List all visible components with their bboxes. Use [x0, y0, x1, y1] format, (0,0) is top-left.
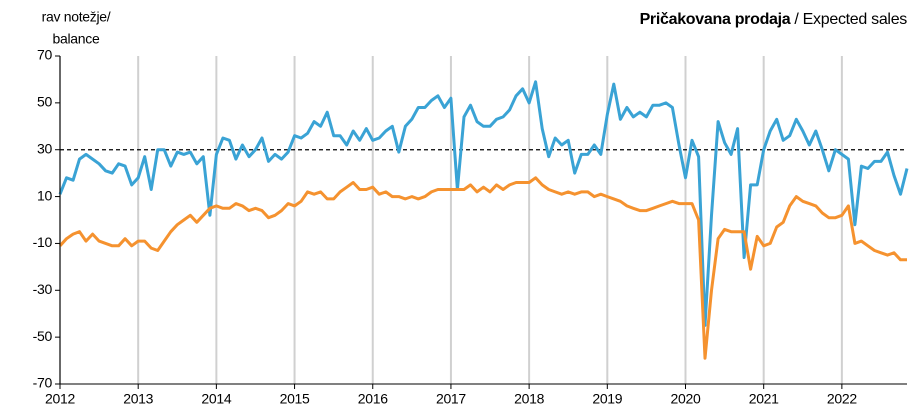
- y-tick-label: 70: [37, 47, 52, 63]
- x-tick-label: 2017: [436, 391, 466, 407]
- y-axis-label: rav notežje/: [42, 9, 111, 25]
- x-tick-label: 2020: [671, 391, 701, 407]
- x-tick-label: 2013: [123, 391, 153, 407]
- y-tick-label: -70: [33, 375, 53, 391]
- x-tick-label: 2022: [827, 391, 857, 407]
- y-axis-label: balance: [53, 31, 100, 47]
- y-tick-label: -10: [33, 234, 53, 250]
- y-tick-label: 30: [37, 140, 52, 156]
- x-tick-label: 2012: [45, 391, 75, 407]
- y-tick-label: -30: [33, 281, 53, 297]
- title-en: / Expected sales: [794, 11, 907, 28]
- x-tick-label: 2019: [592, 391, 622, 407]
- x-tick-label: 2015: [280, 391, 310, 407]
- y-tick-label: -50: [33, 328, 53, 344]
- x-tick-label: 2018: [514, 391, 544, 407]
- title-sl: Pričakovana prodaja: [640, 11, 791, 28]
- x-tick-label: 2016: [358, 391, 388, 407]
- y-tick-label: 10: [37, 187, 52, 203]
- series-line: [58, 176, 907, 360]
- x-tick-label: 2014: [201, 391, 231, 407]
- chart-title: Pričakovana prodaja / Expected sales: [640, 11, 908, 28]
- y-tick-label: 50: [37, 94, 52, 110]
- x-tick-label: 2021: [749, 391, 779, 407]
- series-line: [58, 80, 909, 327]
